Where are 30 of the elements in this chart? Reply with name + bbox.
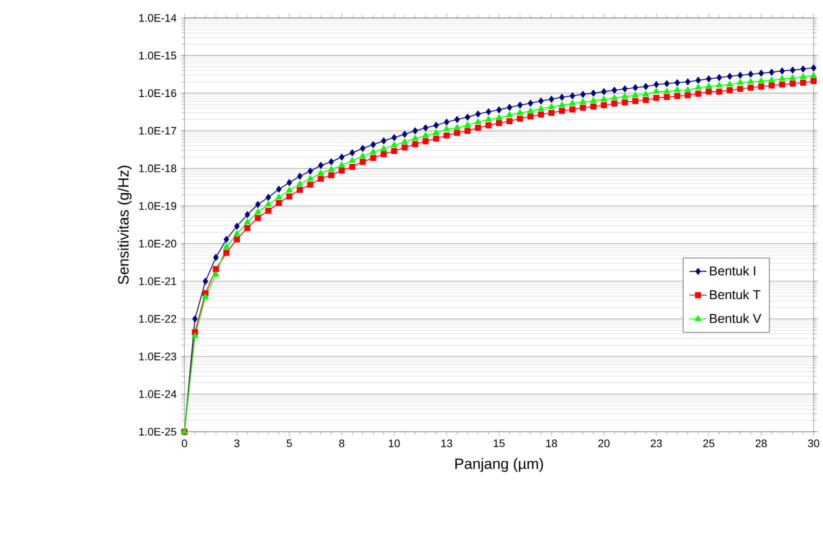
- x-tick-label: 3: [234, 439, 240, 448]
- y-tick-label: 1.0E-14: [139, 14, 176, 22]
- y-tick-label: 1.0E-25: [139, 428, 176, 436]
- y-tick-label: 1.0E-19: [139, 202, 176, 210]
- x-tick-label: 8: [339, 439, 344, 448]
- legend-label: Bentuk I: [710, 266, 756, 276]
- x-tick-label: 28: [756, 439, 767, 448]
- y-tick-label: 1.0E-20: [139, 240, 176, 248]
- legend-label: Bentuk T: [710, 290, 760, 300]
- y-axis-title: Sensitivitas (g/Hz): [118, 166, 132, 284]
- y-tick-label: 1.0E-16: [139, 89, 176, 97]
- x-tick-label: 0: [182, 439, 188, 448]
- legend-label: Bentuk V: [710, 313, 762, 323]
- x-tick-label: 5: [286, 439, 292, 447]
- x-tick-label: 23: [650, 439, 662, 448]
- y-tick-label: 1.0E-22: [139, 314, 176, 323]
- y-tick-label: 1.0E-18: [139, 164, 176, 172]
- y-tick-label: 1.0E-17: [139, 126, 176, 134]
- y-tick-label: 1.0E-23: [139, 352, 176, 360]
- x-tick-label: 20: [598, 439, 610, 448]
- y-tick-label: 1.0E-15: [139, 52, 176, 60]
- y-tick-label: 1.0E-24: [139, 390, 176, 398]
- x-tick-label: 13: [441, 439, 452, 448]
- x-tick-label: 30: [808, 439, 820, 448]
- x-axis-title: Panjang (µm): [455, 458, 543, 472]
- y-tick-label: 1.0E-21: [139, 277, 176, 285]
- x-tick-label: 18: [546, 439, 558, 448]
- x-tick-label: 10: [388, 439, 400, 448]
- x-tick-label: 25: [703, 439, 714, 448]
- x-tick-label: 15: [494, 439, 505, 447]
